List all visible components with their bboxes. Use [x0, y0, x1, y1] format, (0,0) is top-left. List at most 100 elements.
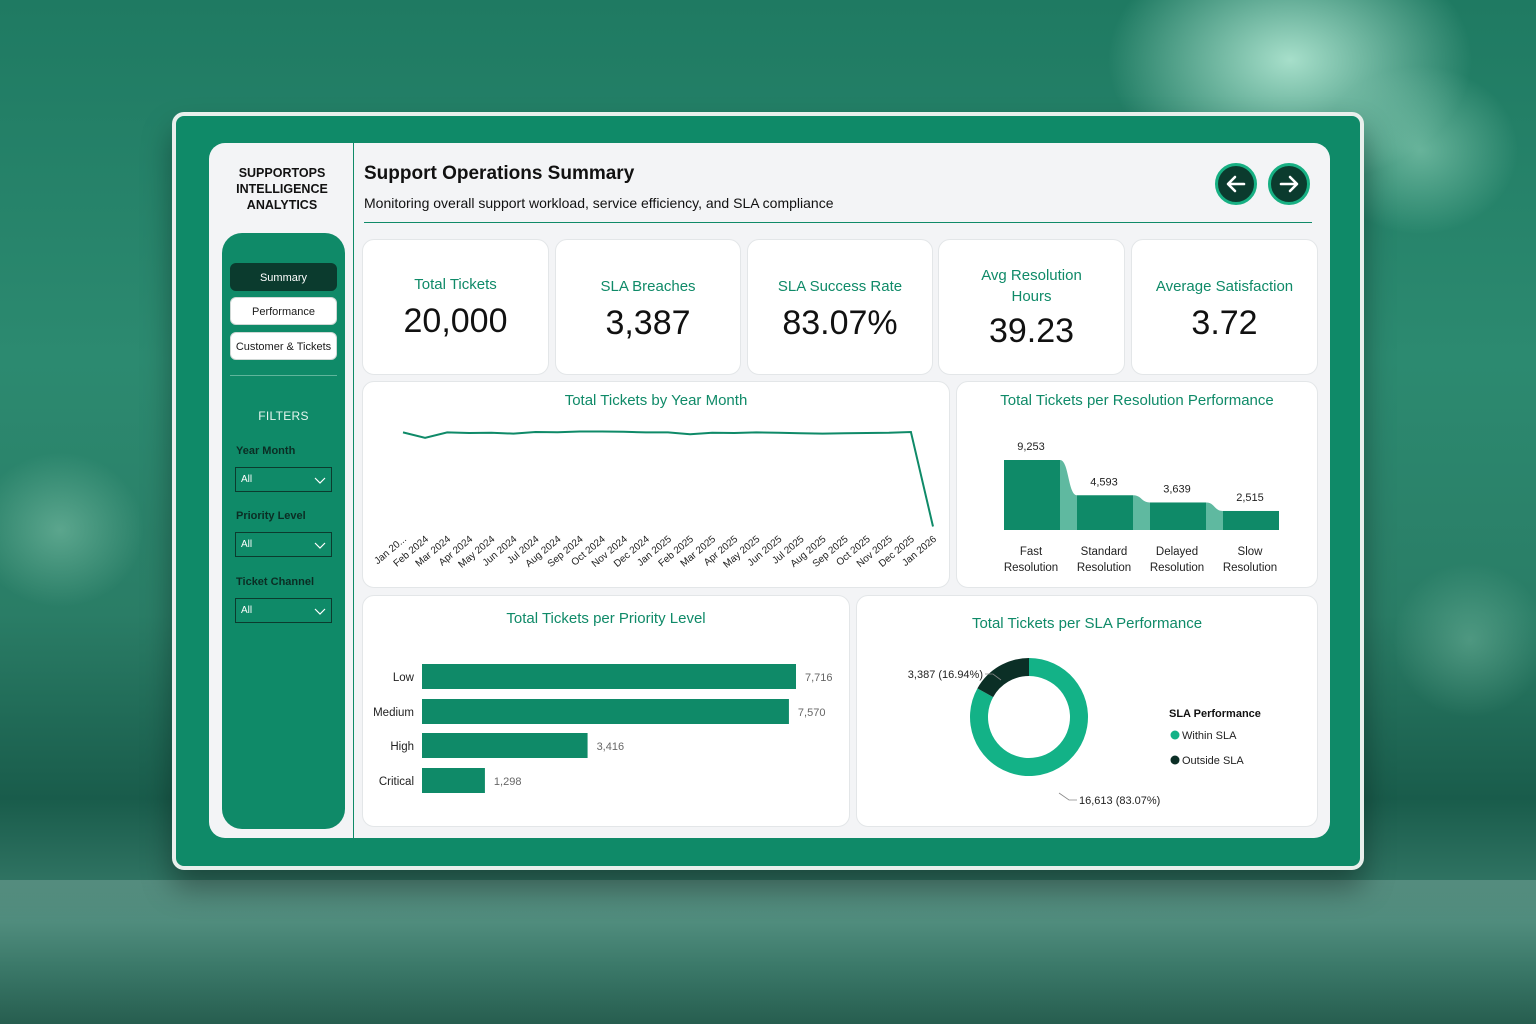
- kpi-title: SLA Breaches: [600, 278, 696, 295]
- bar: [1150, 502, 1206, 530]
- data-label: 1,298: [494, 776, 522, 788]
- kpi-title: Total Tickets: [414, 276, 497, 293]
- data-label: 4,593: [1090, 476, 1118, 488]
- nav-summary-button[interactable]: Summary: [230, 263, 337, 291]
- year-month-label: Year Month: [236, 445, 296, 457]
- back-button[interactable]: [1215, 163, 1257, 205]
- kpi-title: Average Satisfaction: [1155, 278, 1294, 295]
- resolution-performance-chart: 9,253 Fast Resolution 4,593 Standard Resoluti…: [1004, 441, 1279, 574]
- bar: [422, 699, 789, 724]
- forward-button[interactable]: [1268, 163, 1310, 205]
- page-subtitle: Monitoring overall support workload, ser…: [364, 195, 834, 211]
- data-label: 2,515: [1236, 492, 1264, 504]
- leader-line: [1058, 792, 1077, 801]
- category-label: Low: [393, 672, 415, 684]
- kpi-card-total-tickets: Total Tickets 20,000: [362, 239, 549, 375]
- brand-line: ANALYTICS: [246, 198, 318, 212]
- data-label: 3,387 (16.94%): [908, 669, 983, 681]
- brand-line: INTELLIGENCE: [236, 182, 328, 196]
- donut-slice-within-sla: [970, 658, 1088, 776]
- table-reflection: [0, 880, 1536, 1024]
- chart-title: Total Tickets by Year Month: [564, 392, 748, 409]
- chart-title: Total Tickets per Priority Level: [506, 610, 706, 627]
- line-series: [402, 430, 934, 527]
- kpi-card-average-satisfaction: Average Satisfaction 3.72: [1131, 239, 1318, 375]
- data-label: 3,639: [1163, 483, 1191, 495]
- priority-level-label: Priority Level: [236, 510, 306, 522]
- bar: [422, 733, 588, 758]
- line-chart-card: Total Tickets by Year Month Jan 20... Feb…: [362, 381, 950, 588]
- brand-line: SUPPORTOPS: [238, 166, 326, 180]
- sidebar-divider: [353, 143, 354, 838]
- arrow-left-icon: [1226, 175, 1246, 193]
- data-label: 9,253: [1017, 441, 1045, 453]
- ribbon-connector: [1060, 460, 1077, 530]
- priority-chart-card: Total Tickets per Priority Level Low 7,71…: [362, 595, 850, 827]
- bar: [1223, 510, 1279, 530]
- priority-level-chart: Low 7,716 Medium 7,570 High 3,416 Critical 1,29…: [373, 664, 833, 793]
- data-label: 7,570: [798, 707, 826, 719]
- year-month-value: All: [241, 474, 253, 485]
- nav-performance-button[interactable]: Performance: [230, 297, 337, 325]
- ribbon-connector: [1133, 495, 1150, 530]
- category-label: Slow: [1238, 546, 1264, 558]
- sidebar: Summary Performance Customer & Tickets F…: [222, 233, 345, 829]
- ticket-channel-select[interactable]: All: [235, 598, 332, 623]
- ticket-channel-label: Ticket Channel: [236, 576, 315, 588]
- kpi-value: 83.07%: [782, 304, 898, 342]
- kpi-value: 3.72: [1191, 304, 1258, 342]
- sla-performance-chart: 3,387 (16.94%) 16,613 (83.07%) SLA Perform…: [908, 658, 1261, 807]
- dashboard-screen: SUPPORTOPS INTELLIGENCE ANALYTICS Summar…: [209, 143, 1330, 838]
- category-label: Resolution: [1223, 562, 1277, 574]
- priority-level-value: All: [241, 539, 253, 550]
- legend-label: Within SLA: [1182, 730, 1237, 742]
- filters-title: FILTERS: [258, 409, 309, 423]
- category-label: Standard: [1081, 546, 1128, 558]
- bar: [1077, 495, 1133, 530]
- category-label: Medium: [373, 707, 414, 719]
- category-label: High: [390, 741, 414, 753]
- ribbon-connector: [1206, 502, 1223, 530]
- sidebar-separator: [230, 375, 337, 376]
- kpi-card-sla-breaches: SLA Breaches 3,387: [555, 239, 741, 375]
- kpi-value: 20,000: [403, 302, 508, 340]
- kpi-title: Avg Resolution Hours: [981, 267, 1082, 305]
- category-label: Resolution: [1004, 562, 1058, 574]
- page-title: Support Operations Summary: [364, 163, 635, 184]
- bar: [1004, 460, 1060, 530]
- chart-title: Total Tickets per SLA Performance: [971, 615, 1203, 632]
- chevron-down-icon: [314, 477, 326, 484]
- leader-line: [985, 673, 1002, 681]
- donut-slice-outside-sla: [977, 658, 1029, 698]
- chevron-down-icon: [314, 608, 326, 615]
- data-label: 3,416: [597, 741, 625, 753]
- legend-title: SLA Performance: [1169, 708, 1261, 720]
- brand-logo-text: SUPPORTOPS INTELLIGENCE ANALYTICS: [209, 165, 355, 213]
- category-label: Resolution: [1077, 562, 1131, 574]
- chart-title: Total Tickets per Resolution Performance: [1000, 392, 1274, 409]
- arrow-right-icon: [1279, 175, 1299, 193]
- data-label: 7,716: [805, 672, 833, 684]
- category-label: Fast: [1020, 546, 1043, 558]
- bar: [422, 664, 796, 689]
- kpi-title: SLA Success Rate: [777, 278, 903, 295]
- nav-customer-tickets-button[interactable]: Customer & Tickets: [230, 332, 337, 360]
- kpi-card-sla-success-rate: SLA Success Rate 83.07%: [747, 239, 933, 375]
- category-label: Resolution: [1150, 562, 1204, 574]
- kpi-card-avg-resolution-hours: Avg Resolution Hours 39.23: [938, 239, 1125, 375]
- kpi-value: 39.23: [988, 312, 1075, 350]
- priority-level-select[interactable]: All: [235, 532, 332, 557]
- legend-swatch-outside-sla: [1170, 755, 1180, 765]
- legend-label: Outside SLA: [1182, 755, 1244, 767]
- sla-chart-card: Total Tickets per SLA Performance 3,387 …: [856, 595, 1318, 827]
- year-month-select[interactable]: All: [235, 467, 332, 492]
- category-label: Critical: [379, 776, 414, 788]
- chevron-down-icon: [314, 542, 326, 549]
- data-label: 16,613 (83.07%): [1079, 795, 1160, 807]
- ticket-channel-value: All: [241, 605, 253, 616]
- category-label: Delayed: [1156, 546, 1198, 558]
- resolution-chart-card: Total Tickets per Resolution Performance…: [956, 381, 1318, 588]
- bar: [422, 768, 485, 793]
- legend-swatch-within-sla: [1170, 730, 1180, 740]
